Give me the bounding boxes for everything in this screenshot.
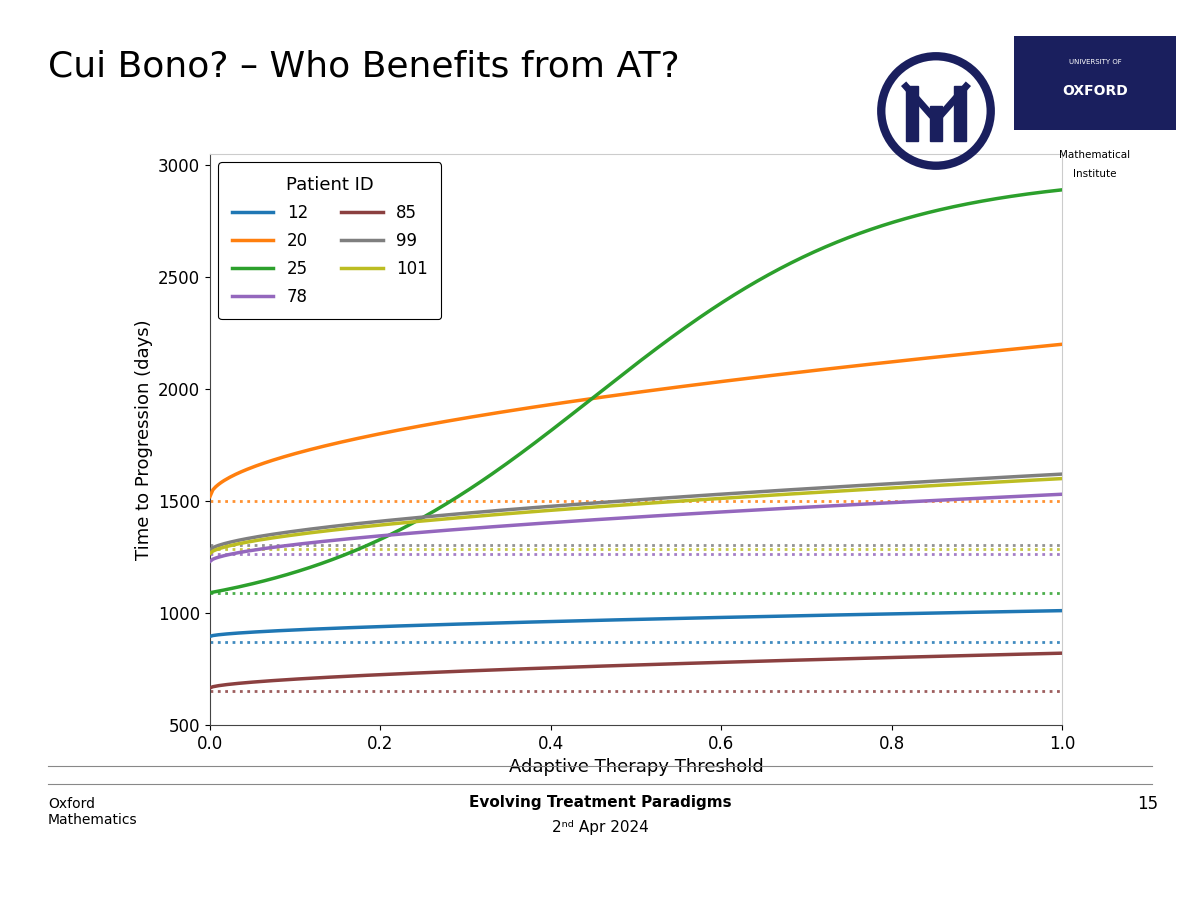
Y-axis label: Time to Progression (days): Time to Progression (days) — [134, 319, 152, 560]
Text: OXFORD: OXFORD — [1062, 84, 1128, 99]
Text: 15: 15 — [1136, 795, 1158, 813]
X-axis label: Adaptive Therapy Threshold: Adaptive Therapy Threshold — [509, 758, 763, 776]
Bar — [954, 86, 966, 141]
Text: Evolving Treatment Paradigms: Evolving Treatment Paradigms — [469, 795, 731, 810]
Text: Oxford
Mathematics: Oxford Mathematics — [48, 797, 138, 827]
Text: Institute: Institute — [1073, 169, 1117, 179]
Bar — [906, 86, 918, 141]
Text: Mathematical: Mathematical — [1060, 150, 1130, 160]
Text: Cui Bono? – Who Benefits from AT?: Cui Bono? – Who Benefits from AT? — [48, 50, 679, 84]
FancyBboxPatch shape — [1014, 36, 1176, 130]
Text: 2ⁿᵈ Apr 2024: 2ⁿᵈ Apr 2024 — [552, 820, 648, 835]
Bar — [930, 105, 942, 141]
Legend: 12, 20, 25, 78, 85, 99, 101: 12, 20, 25, 78, 85, 99, 101 — [218, 162, 442, 319]
Text: UNIVERSITY OF: UNIVERSITY OF — [1069, 59, 1121, 65]
